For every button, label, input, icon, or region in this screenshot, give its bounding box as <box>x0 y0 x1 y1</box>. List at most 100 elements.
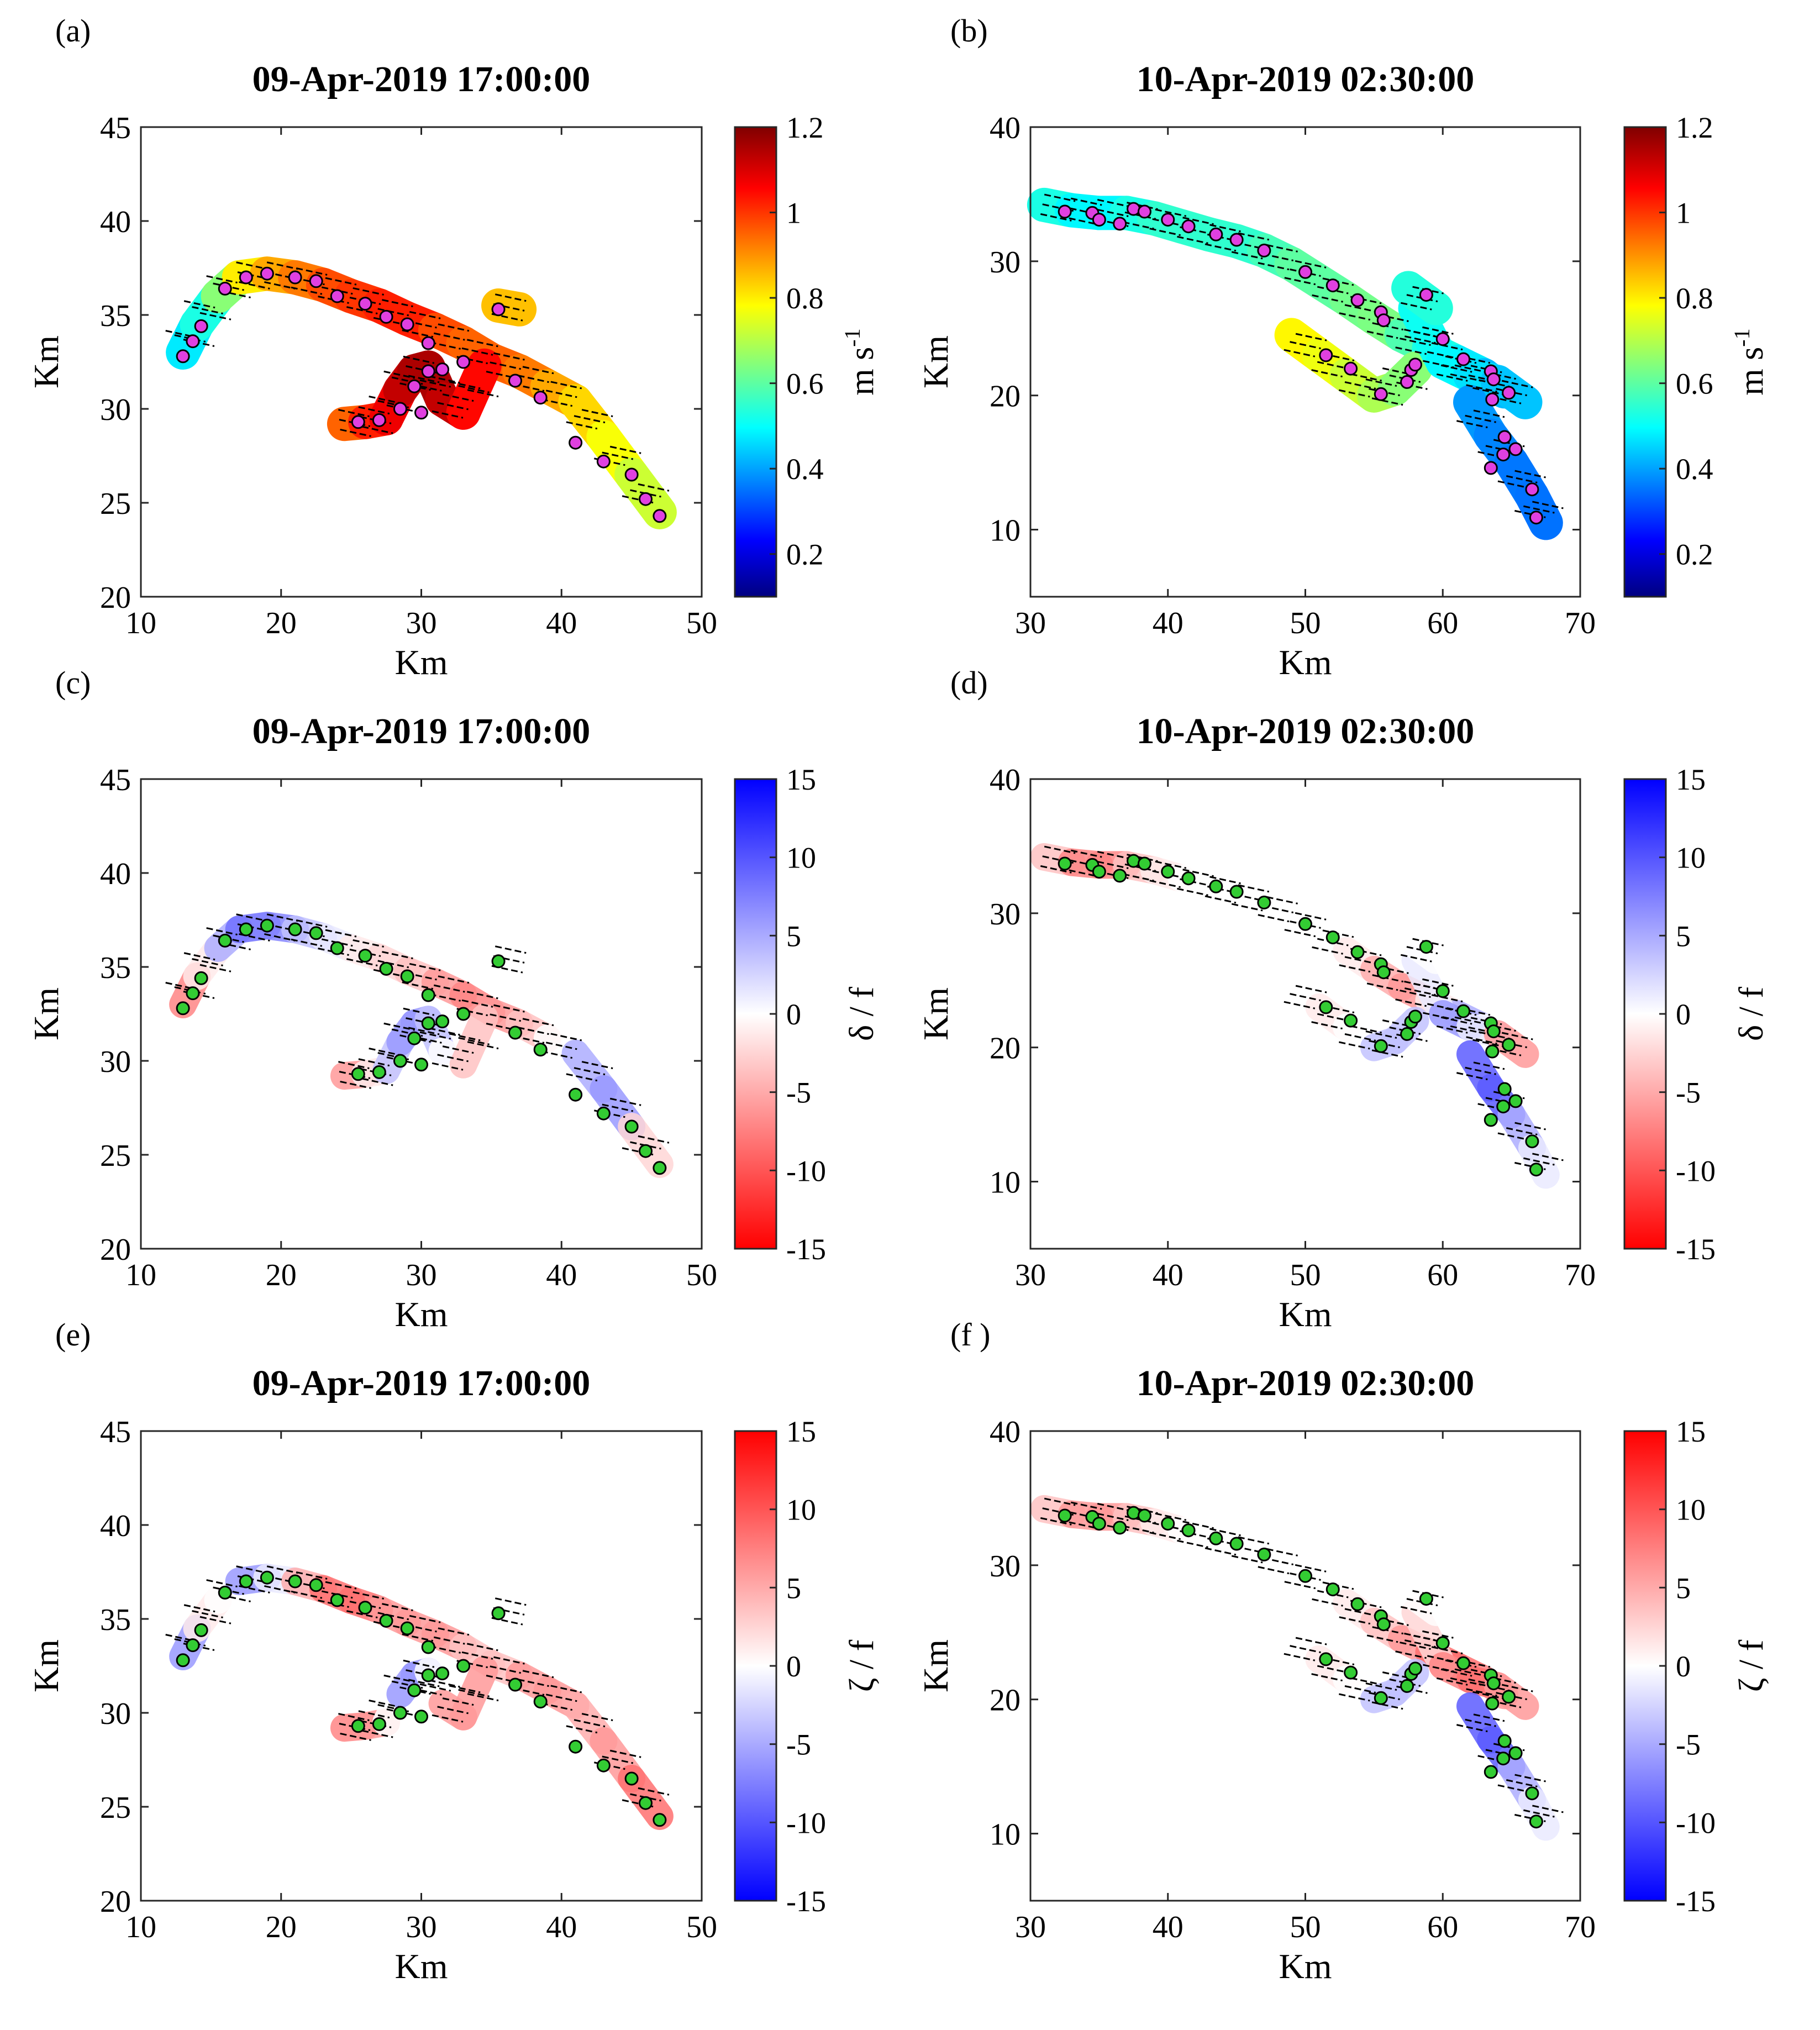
y-tick-label: 30 <box>990 245 1021 280</box>
velocity-vector <box>490 1665 522 1674</box>
velocity-vector <box>1395 998 1427 1007</box>
station-marker <box>1456 1656 1471 1670</box>
velocity-vector <box>1177 887 1208 896</box>
velocity-vector <box>369 396 400 404</box>
velocity-vector <box>1317 361 1349 370</box>
station-marker <box>569 435 583 450</box>
colorbar-tick-label: 1 <box>786 197 801 230</box>
y-tick-label: 20 <box>100 1885 131 1919</box>
station-marker <box>351 1067 365 1081</box>
colorbar-tick-label: 0.8 <box>1676 282 1713 315</box>
velocity-vector <box>1456 1724 1488 1733</box>
y-tick-label: 20 <box>100 581 131 615</box>
velocity-vector <box>1339 964 1371 973</box>
velocity-vector <box>566 1073 598 1082</box>
velocity-vector <box>1501 1684 1533 1692</box>
station-marker <box>1486 1676 1501 1691</box>
station-marker <box>1497 430 1512 444</box>
velocity-vector <box>1284 929 1316 938</box>
station-marker <box>1508 1094 1523 1108</box>
colorbar-tick-label: 0 <box>1676 998 1691 1031</box>
colorbar-tick-label: 0.6 <box>786 367 824 401</box>
x-axis-label: Km <box>1279 643 1332 682</box>
station-marker <box>1344 1013 1358 1028</box>
station-marker <box>1092 213 1106 227</box>
velocity-vector <box>1422 326 1454 335</box>
velocity-vector <box>1123 221 1154 230</box>
colorbar-tick-label: 5 <box>786 919 801 953</box>
velocity-vector <box>1473 409 1505 418</box>
velocity-vector <box>1344 304 1376 313</box>
panel-label: (a) <box>55 13 91 49</box>
velocity-vector <box>419 379 451 388</box>
velocity-vector <box>264 933 296 942</box>
y-axis-label: Km <box>27 1639 66 1692</box>
velocity-vector <box>458 1689 490 1697</box>
velocity-vector <box>408 375 440 383</box>
velocity-vector <box>1466 1688 1497 1697</box>
panel-label: (c) <box>55 665 91 701</box>
station-marker <box>1058 856 1072 871</box>
station-marker <box>358 949 372 963</box>
y-tick-label: 10 <box>990 1818 1021 1852</box>
station-marker <box>421 988 435 1002</box>
station-marker <box>1161 1517 1175 1531</box>
panel-label: (f ) <box>950 1317 990 1353</box>
velocity-vector <box>1532 501 1564 509</box>
station-marker <box>1113 1521 1127 1535</box>
station-marker <box>1408 1009 1422 1024</box>
y-tick-label: 20 <box>990 1684 1021 1718</box>
velocity-vector <box>1204 895 1237 904</box>
velocity-vector <box>408 1679 440 1687</box>
velocity-vector <box>1044 845 1076 854</box>
station-marker <box>508 1677 523 1692</box>
station-marker <box>1529 511 1543 525</box>
y-tick-label: 25 <box>100 1791 131 1825</box>
station-marker <box>533 1043 548 1057</box>
velocity-vector <box>1497 1784 1529 1793</box>
velocity-vector <box>402 981 434 990</box>
station-marker <box>421 1016 435 1030</box>
velocity-vector <box>1466 384 1497 393</box>
x-tick-label: 40 <box>1153 606 1183 640</box>
velocity-vector <box>206 1579 238 1588</box>
velocity-vector <box>199 1616 232 1624</box>
velocity-vector <box>1532 1153 1564 1161</box>
y-tick-label: 40 <box>100 857 131 891</box>
velocity-vector <box>1497 480 1529 489</box>
station-marker <box>639 1796 653 1810</box>
colorbar-tick-label: 15 <box>1676 763 1706 796</box>
station-marker <box>1229 1537 1244 1551</box>
station-marker <box>1502 1038 1516 1052</box>
x-tick-label: 10 <box>125 1258 156 1292</box>
velocity-vector <box>1317 1013 1349 1022</box>
colorbar-tick-label: 15 <box>786 1415 816 1448</box>
station-marker <box>491 954 506 969</box>
velocity-vector <box>432 410 464 419</box>
colorbar-tick-label: -15 <box>1676 1885 1716 1918</box>
station-marker <box>1350 293 1365 307</box>
velocity-vector <box>1465 1066 1496 1075</box>
velocity-vector <box>433 332 465 341</box>
velocity-vector <box>419 1031 451 1040</box>
y-axis-label: Km <box>916 335 955 388</box>
velocity-vector <box>1044 193 1076 202</box>
velocity-vector <box>183 952 215 961</box>
velocity-vector <box>1405 987 1436 996</box>
colorbar-tick-label: -5 <box>1676 1728 1701 1761</box>
velocity-vector <box>409 1614 441 1623</box>
x-tick-label: 30 <box>406 1910 437 1944</box>
y-tick-label: 20 <box>990 380 1021 414</box>
x-tick-label: 40 <box>1153 1258 1183 1292</box>
x-tick-label: 50 <box>1290 606 1321 640</box>
velocity-vector <box>1266 1548 1298 1556</box>
station-marker <box>288 270 302 285</box>
velocity-vector <box>1238 232 1270 241</box>
velocity-vector <box>1258 262 1290 271</box>
velocity-vector <box>609 1097 641 1106</box>
station-marker <box>400 317 414 332</box>
velocity-vector <box>432 1062 464 1071</box>
y-tick-label: 30 <box>990 1549 1021 1584</box>
velocity-vector <box>1405 1639 1436 1648</box>
